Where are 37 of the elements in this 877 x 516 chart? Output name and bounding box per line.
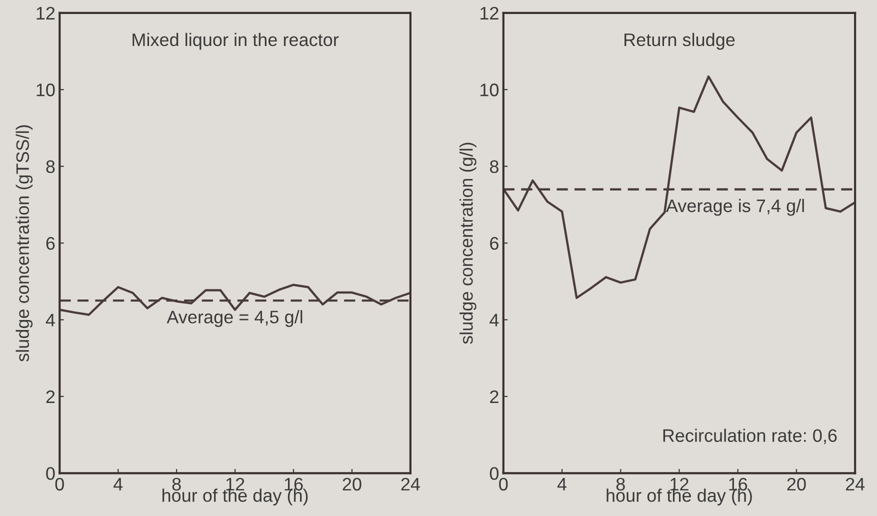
x-tick-label: 0 <box>55 478 64 491</box>
y-tick-label: 8 <box>490 160 498 174</box>
y-tick-label: 6 <box>46 236 55 250</box>
y-tick-label: 10 <box>480 84 499 96</box>
y-tick-label: 10 <box>36 84 55 96</box>
x-tick-label: 16 <box>729 478 748 491</box>
x-tick-label: 8 <box>616 478 625 491</box>
x-tick-label: 8 <box>172 478 181 491</box>
x-tick-label: 16 <box>284 478 303 491</box>
text: Mixed liquor in the reactor <box>132 32 339 50</box>
y-tick-label: 8 <box>46 160 55 174</box>
x-tick-label: 4 <box>113 478 123 490</box>
y-tick-label: 2 <box>490 390 498 403</box>
annotation: Recirculation rate: 0,6 <box>663 428 837 444</box>
y-tick-label: 12 <box>36 6 55 20</box>
ref-line-label: Average = 4,5 g/l <box>166 310 302 327</box>
y-tick-label: 12 <box>480 6 498 20</box>
y-tick-label: 6 <box>490 236 498 250</box>
x-tick-label: 0 <box>499 478 508 491</box>
x-tick-label: 24 <box>401 478 420 490</box>
y-axis-title: sludge concentration (gTSS/l) <box>16 125 33 362</box>
x-axis-title: hour of the day (h) <box>606 488 752 506</box>
x-tick-label: 24 <box>846 478 865 490</box>
y-tick-label: 4 <box>490 314 499 326</box>
text: Return sludge <box>624 32 735 50</box>
ref-line-label: Average is 7,4 g/l <box>666 198 804 216</box>
x-tick-label: 4 <box>557 478 567 490</box>
y-tick-label: 4 <box>46 314 55 326</box>
x-tick-label: 12 <box>670 478 688 490</box>
x-tick-label: 20 <box>787 478 806 491</box>
y-tick-label: 0 <box>490 467 499 480</box>
y-axis-title: sludge concentration (g/l) <box>460 142 476 344</box>
x-tick-label: 20 <box>342 478 362 491</box>
y-tick-label: 2 <box>46 390 55 403</box>
y-tick-label: 0 <box>46 467 55 480</box>
x-tick-label: 12 <box>226 478 244 490</box>
x-axis-title: hour of the day (h) <box>162 488 308 506</box>
